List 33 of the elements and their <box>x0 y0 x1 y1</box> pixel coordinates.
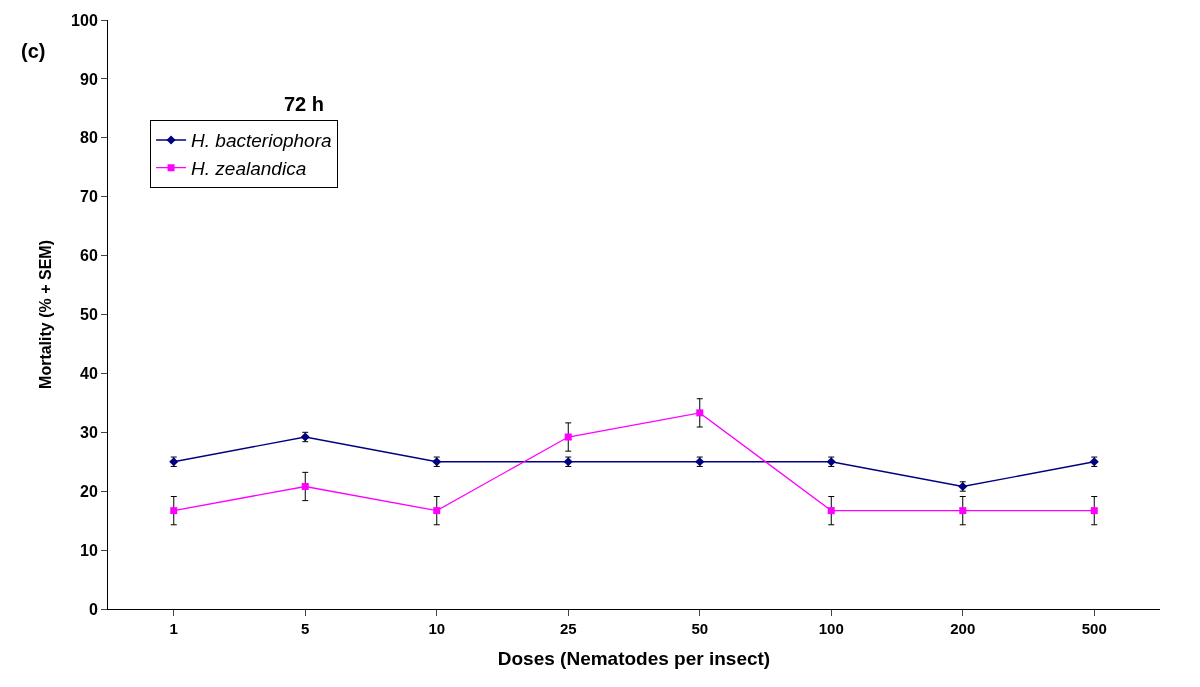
point <box>1090 507 1098 515</box>
point <box>301 482 309 490</box>
x-tick-label: 200 <box>950 620 976 637</box>
x-tick-label: 50 <box>691 620 709 637</box>
x-tick-label: 5 <box>301 620 310 637</box>
point <box>433 507 441 515</box>
text: (c) <box>21 40 46 62</box>
y-tick-label: 20 <box>80 482 98 500</box>
y-tick-label: 50 <box>80 306 98 324</box>
point <box>696 409 704 417</box>
y-tick-label: 0 <box>88 600 98 618</box>
y-tick-label: 60 <box>80 247 98 265</box>
y-tick-label: 100 <box>71 11 98 29</box>
annotation: 72 h <box>284 93 325 115</box>
point <box>959 507 967 515</box>
x-tick-label: 500 <box>1081 620 1107 637</box>
x-tick-label: 25 <box>559 620 577 637</box>
point <box>564 433 572 441</box>
legend-label: H. bacteriophora <box>191 130 332 152</box>
legend-label: H. zealandica <box>191 158 307 180</box>
point <box>827 507 835 515</box>
y-tick-label: 80 <box>80 129 98 147</box>
x-axis-title: Doses (Nematodes per insect) <box>497 647 771 669</box>
y-tick-label: 90 <box>80 70 98 88</box>
x-tick-label: 100 <box>818 620 844 637</box>
point <box>170 507 178 515</box>
y-tick-label: 30 <box>80 423 98 441</box>
y-axis-title: Mortality (% + SEM) <box>37 240 54 389</box>
y-tick-label: 70 <box>80 188 98 206</box>
y-tick-label: 40 <box>80 365 98 382</box>
y-tick-label: 10 <box>80 541 98 559</box>
x-tick-label: 1 <box>169 620 178 637</box>
x-tick-label: 10 <box>428 620 446 637</box>
